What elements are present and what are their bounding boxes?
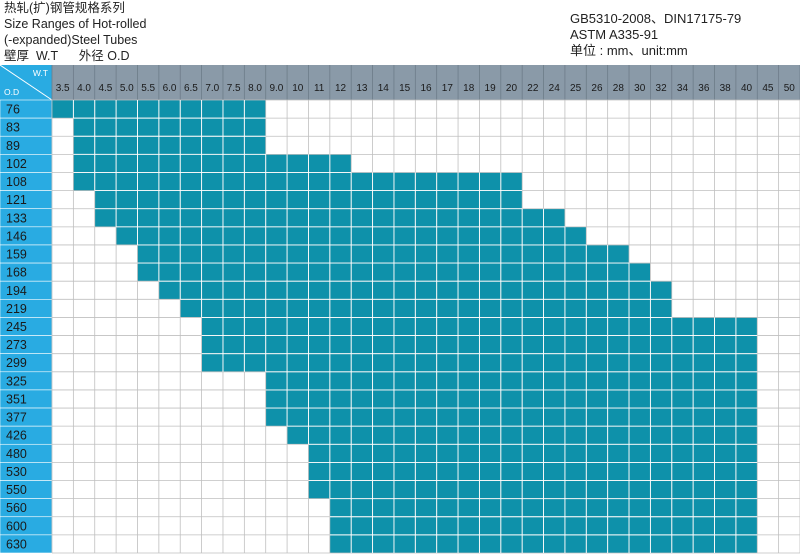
- wt-label-16: 16: [420, 83, 432, 94]
- od-label-102: 102: [6, 157, 27, 171]
- wt-header-band: [52, 65, 800, 100]
- od-label-273: 273: [6, 338, 27, 352]
- range-bar-od-219: [180, 299, 672, 318]
- wt-label-34: 34: [677, 83, 689, 94]
- wt-label-12: 12: [335, 83, 347, 94]
- corner-label-od: O.D: [4, 87, 19, 97]
- range-bar-od-89: [73, 136, 266, 155]
- wt-label-4.5: 4.5: [98, 83, 112, 94]
- od-label-550: 550: [6, 483, 27, 497]
- wt-label-45: 45: [762, 83, 774, 94]
- wt-label-7.5: 7.5: [227, 83, 241, 94]
- wt-label-6.0: 6.0: [163, 83, 177, 94]
- od-label-168: 168: [6, 266, 27, 280]
- od-label-194: 194: [6, 284, 27, 298]
- od-label-108: 108: [6, 175, 27, 189]
- range-bar-od-530: [308, 462, 758, 481]
- wt-label-7.0: 7.0: [205, 83, 219, 94]
- wt-label-4.0: 4.0: [77, 83, 91, 94]
- title-en-line2: (-expanded)Steel Tubes: [4, 33, 138, 47]
- wt-label-10: 10: [292, 83, 304, 94]
- od-label-560: 560: [6, 501, 27, 515]
- corner-diagonal: [0, 64, 53, 101]
- od-label-83: 83: [6, 121, 20, 135]
- title-cn: 热轧(扩)钢管规格系列: [4, 1, 125, 15]
- od-label-76: 76: [6, 103, 20, 117]
- od-label-146: 146: [6, 229, 27, 243]
- wt-label-20: 20: [506, 83, 518, 94]
- wt-label-28: 28: [613, 83, 625, 94]
- wt-label-15: 15: [399, 83, 411, 94]
- range-bar-od-377: [265, 408, 758, 427]
- od-label-600: 600: [6, 519, 27, 533]
- od-label-121: 121: [6, 193, 27, 207]
- range-bar-od-325: [265, 371, 758, 390]
- wt-label-25: 25: [570, 83, 582, 94]
- title-en-line1: Size Ranges of Hot-rolled: [4, 17, 147, 31]
- axis-legend: 壁厚 W.T 外径 O.D: [4, 49, 130, 63]
- od-label-133: 133: [6, 211, 27, 225]
- wt-label-22: 22: [527, 83, 539, 94]
- range-bar-od-550: [308, 480, 758, 499]
- range-bar-od-108: [73, 172, 523, 191]
- od-label-159: 159: [6, 248, 27, 262]
- wt-label-32: 32: [656, 83, 668, 94]
- od-label-630: 630: [6, 537, 27, 551]
- od-label-377: 377: [6, 411, 27, 425]
- range-bar-od-102: [73, 154, 352, 173]
- od-label-245: 245: [6, 320, 27, 334]
- standard-line2: ASTM A335-91: [570, 27, 659, 42]
- wt-label-17: 17: [442, 83, 454, 94]
- od-label-426: 426: [6, 429, 27, 443]
- unit-label: 单位 : mm、unit:mm: [570, 43, 688, 58]
- wt-label-8.0: 8.0: [248, 83, 262, 94]
- wt-label-5.5: 5.5: [141, 83, 155, 94]
- wt-label-38: 38: [720, 83, 732, 94]
- header-right: GB5310-2008、DIN17175-79 ASTM A335-91 单位 …: [570, 11, 741, 59]
- range-bar-od-83: [73, 118, 266, 137]
- wt-label-24: 24: [549, 83, 561, 94]
- corner-label-wt: W.T: [33, 68, 48, 78]
- range-bar-od-480: [308, 444, 758, 463]
- wt-label-36: 36: [698, 83, 710, 94]
- wt-label-14: 14: [378, 83, 390, 94]
- wt-label-13: 13: [356, 83, 368, 94]
- wt-label-6.5: 6.5: [184, 83, 198, 94]
- od-label-351: 351: [6, 392, 27, 406]
- wt-label-18: 18: [463, 83, 475, 94]
- od-label-299: 299: [6, 356, 27, 370]
- wt-label-11: 11: [314, 83, 325, 94]
- od-label-325: 325: [6, 374, 27, 388]
- standard-line1: GB5310-2008、DIN17175-79: [570, 11, 742, 26]
- od-label-219: 219: [6, 302, 27, 316]
- wt-label-19: 19: [485, 83, 497, 94]
- wt-label-26: 26: [591, 83, 603, 94]
- od-label-530: 530: [6, 465, 27, 479]
- wt-label-9.0: 9.0: [269, 83, 283, 94]
- wt-label-50: 50: [784, 83, 796, 94]
- od-label-89: 89: [6, 139, 20, 153]
- wt-label-40: 40: [741, 83, 753, 94]
- wt-label-5.0: 5.0: [120, 83, 134, 94]
- range-bar-od-159: [137, 244, 630, 264]
- range-bar-od-351: [265, 389, 758, 409]
- header-left: 热轧(扩)钢管规格系列 Size Ranges of Hot-rolled (-…: [4, 0, 146, 64]
- od-label-480: 480: [6, 447, 27, 461]
- wt-label-30: 30: [634, 83, 646, 94]
- wt-label-3.5: 3.5: [56, 83, 70, 94]
